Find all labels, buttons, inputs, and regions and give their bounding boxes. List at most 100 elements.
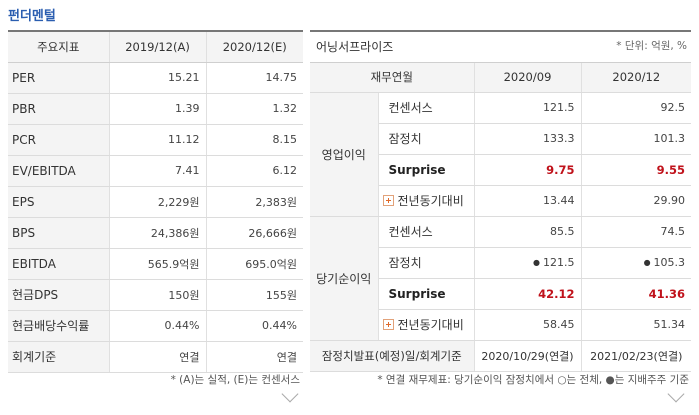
item-label-surprise: Surprise	[378, 154, 475, 186]
value-2020-09: 121.5	[474, 92, 582, 124]
value-2020-12: 92.5	[581, 92, 692, 124]
group-operating-profit: 영업이익	[310, 92, 379, 217]
item-label: 잠정치	[378, 123, 475, 155]
item-yoy[interactable]: 전년동기대비	[378, 309, 475, 341]
table-row: 잠정치 ● 121.5 ● 105.3	[310, 247, 692, 279]
value-2020-09: 85.5	[474, 216, 582, 248]
value-2020-09: 58.45	[474, 309, 582, 341]
filled-dot-icon: ●	[533, 258, 540, 267]
value-2020-12: 101.3	[581, 123, 692, 155]
item-label: 잠정치	[378, 247, 475, 279]
value-2020-12: ● 105.3	[581, 247, 692, 279]
metric-label: PBR	[8, 93, 109, 125]
value-2020-09: ● 121.5	[474, 247, 582, 279]
table-row: PCR 11.12 8.15	[8, 124, 303, 156]
item-label: 컨센서스	[378, 216, 475, 248]
header-estimate: 2020/12(E)	[205, 30, 303, 63]
table-row: EPS 2,229원 2,383원	[8, 186, 303, 218]
actual-value: 565.9억원	[108, 248, 206, 280]
estimate-value: 26,666원	[205, 217, 303, 249]
actual-value: 11.12	[108, 124, 206, 156]
metric-label: BPS	[8, 217, 109, 249]
item-label: 전년동기대비	[397, 318, 464, 332]
plus-icon[interactable]	[382, 319, 394, 330]
group-net-income: 당기순이익	[310, 216, 379, 341]
table-row: 현금배당수익률 0.44% 0.44%	[8, 310, 303, 342]
header-2020-09: 2020/09	[474, 62, 582, 93]
item-yoy[interactable]: 전년동기대비	[378, 185, 475, 217]
estimate-value: 연결	[205, 341, 303, 373]
value-text: 121.5	[543, 256, 575, 269]
chevron-down-icon[interactable]	[281, 385, 299, 403]
actual-value: 0.44%	[108, 310, 206, 342]
unit-label: * 단위: 억원, %	[616, 40, 688, 53]
item-label: 컨센서스	[378, 92, 475, 124]
table-row: PBR 1.39 1.32	[8, 93, 303, 125]
item-label: 전년동기대비	[397, 194, 464, 208]
estimate-value: 6.12	[205, 155, 303, 187]
value-2020-09: 13.44	[474, 185, 582, 217]
actual-value: 15.21	[108, 62, 206, 94]
announcement-2020-09: 2020/10/29(연결)	[474, 340, 582, 372]
metric-label: PER	[8, 62, 109, 94]
estimate-value: 1.32	[205, 93, 303, 125]
metric-label: 현금DPS	[8, 279, 109, 311]
fundamental-table: 주요지표 2019/12(A) 2020/12(E) PER 15.21 14.75…	[8, 30, 303, 373]
header-2020-12: 2020/12	[581, 62, 692, 93]
metric-label: PCR	[8, 124, 109, 156]
table-row: 전년동기대비 58.45 51.34	[310, 309, 692, 341]
estimate-value: 695.0억원	[205, 248, 303, 280]
estimate-value: 155원	[205, 279, 303, 311]
surprise-value-2020-09: 42.12	[474, 278, 582, 310]
value-text: 105.3	[653, 256, 686, 269]
header-actual: 2019/12(A)	[108, 30, 206, 63]
right-footnote: * 연결 재무제표: 당기순이익 잠정치에서 ○는 전체, ●는 지배주주 기준	[377, 374, 689, 386]
actual-value: 150원	[108, 279, 206, 311]
table-row: EV/EBITDA 7.41 6.12	[8, 155, 303, 187]
metric-label: 현금배당수익률	[8, 310, 109, 342]
table-row: 영업이익 컨센서스 121.5 92.5	[310, 92, 692, 217]
value-2020-09: 133.3	[474, 123, 582, 155]
actual-value: 1.39	[108, 93, 206, 125]
plus-icon[interactable]	[382, 195, 394, 206]
table-row: Surprise 42.12 41.36	[310, 278, 692, 310]
table-header-row: 주요지표 2019/12(A) 2020/12(E)	[8, 30, 303, 63]
earnings-surprise-table: 어닝서프라이즈 * 단위: 억원, % 재무연월 2020/09 2020/12…	[310, 30, 692, 372]
table-row-footer: 잠정치발표(예정)일/회계기준 2020/10/29(연결) 2021/02/2…	[310, 340, 692, 372]
estimate-value: 8.15	[205, 124, 303, 156]
actual-value: 7.41	[108, 155, 206, 187]
chevron-down-icon[interactable]	[667, 385, 685, 403]
table-row: 회계기준 연결 연결	[8, 341, 303, 373]
surprise-value-2020-09: 9.75	[474, 154, 582, 186]
metric-label: EPS	[8, 186, 109, 218]
left-footnote: * (A)는 실적, (E)는 컨센서스	[170, 374, 300, 386]
section-title: 펀더멘털	[8, 9, 56, 24]
metric-label: 회계기준	[8, 341, 109, 373]
value-2020-12: 74.5	[581, 216, 692, 248]
filled-dot-icon: ●	[643, 258, 651, 267]
estimate-value: 0.44%	[205, 310, 303, 342]
actual-value: 24,386원	[108, 217, 206, 249]
table-row: Surprise 9.75 9.55	[310, 154, 692, 186]
actual-value: 2,229원	[108, 186, 206, 218]
table-row: 잠정치 133.3 101.3	[310, 123, 692, 155]
value-2020-12: 29.90	[581, 185, 692, 217]
table-title: 어닝서프라이즈	[316, 40, 394, 55]
table-row: PER 15.21 14.75	[8, 62, 303, 94]
table-row: 전년동기대비 13.44 29.90	[310, 185, 692, 217]
actual-value: 연결	[108, 341, 206, 373]
table-row: 현금DPS 150원 155원	[8, 279, 303, 311]
table-row: EBITDA 565.9억원 695.0억원	[8, 248, 303, 280]
header-metric: 주요지표	[8, 30, 109, 63]
metric-label: EV/EBITDA	[8, 155, 109, 187]
surprise-value-2020-12: 9.55	[581, 154, 692, 186]
announcement-2020-12: 2021/02/23(연결)	[581, 340, 692, 372]
item-label-surprise: Surprise	[378, 278, 475, 310]
value-2020-12: 51.34	[581, 309, 692, 341]
metric-label: EBITDA	[8, 248, 109, 280]
table-header-row: 재무연월 2020/09 2020/12	[310, 62, 692, 93]
table-row: 당기순이익 컨센서스 85.5 74.5	[310, 216, 692, 341]
surprise-value-2020-12: 41.36	[581, 278, 692, 310]
header-period: 재무연월	[310, 62, 475, 93]
announcement-label: 잠정치발표(예정)일/회계기준	[310, 340, 475, 372]
